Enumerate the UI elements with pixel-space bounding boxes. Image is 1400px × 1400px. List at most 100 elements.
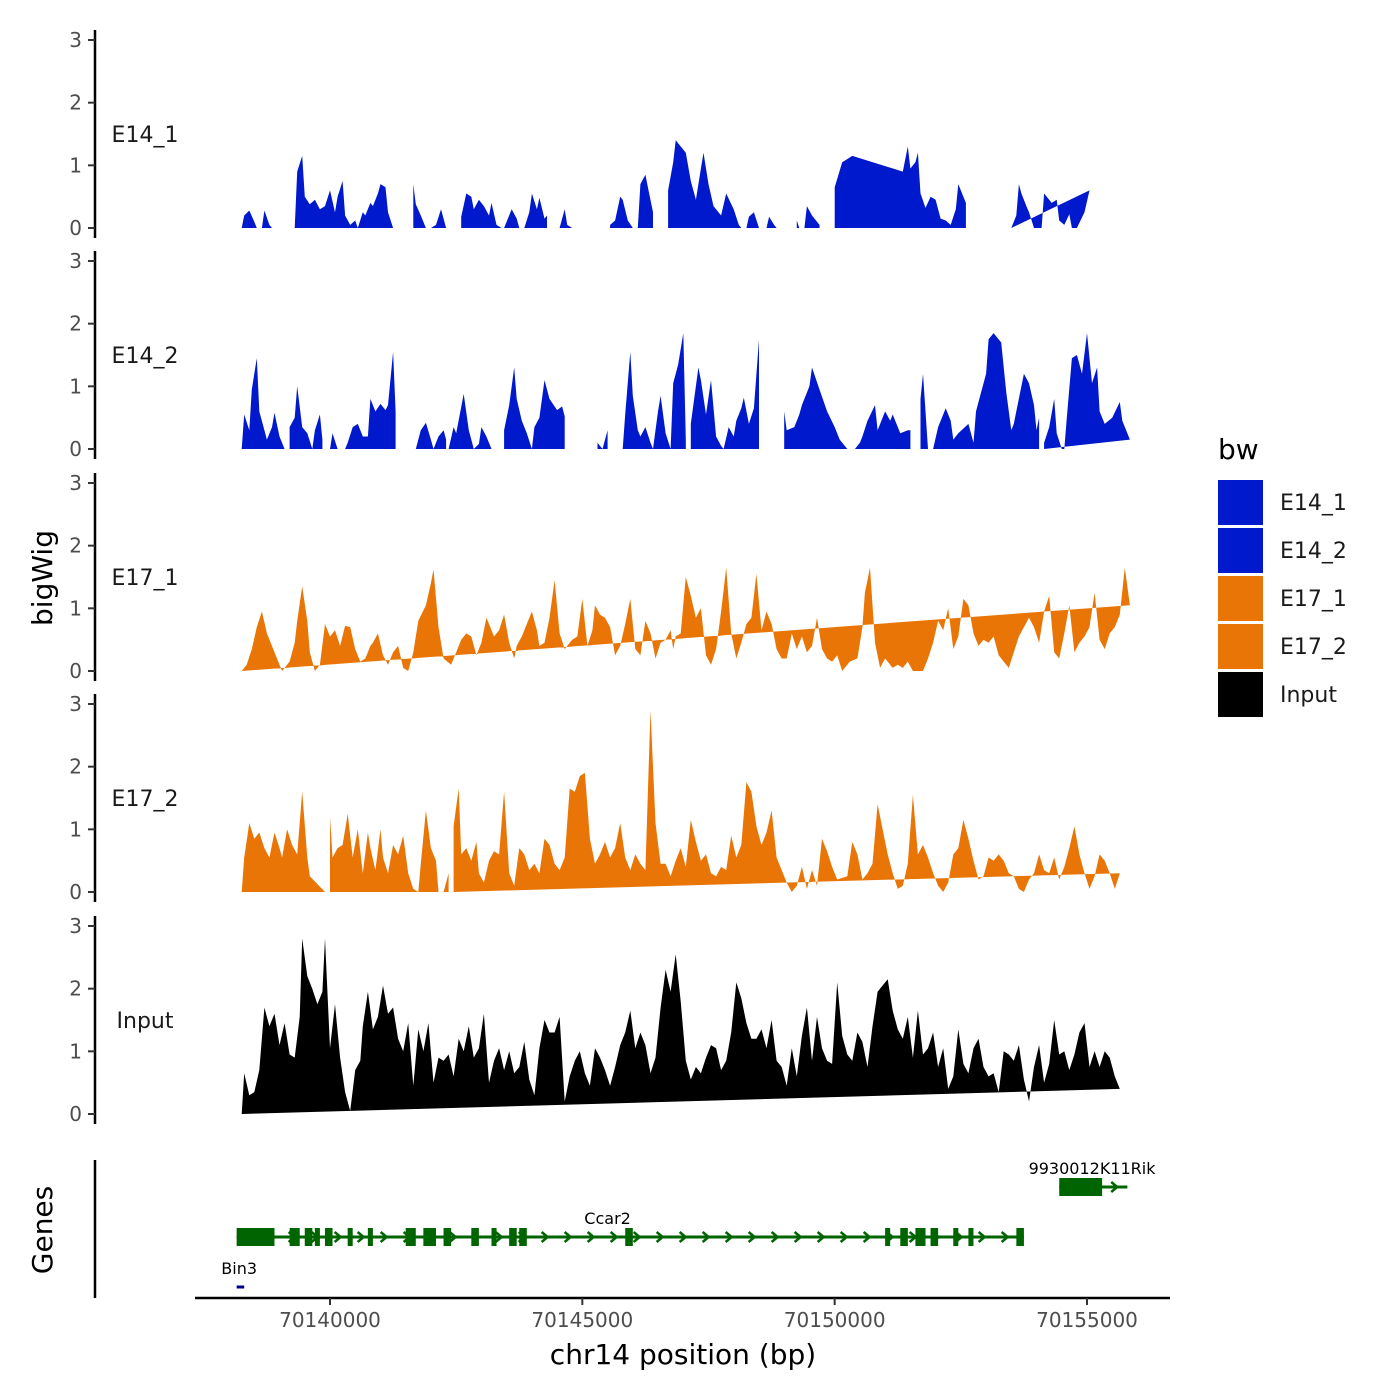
y-tick-label: 0 xyxy=(69,1102,82,1126)
strand-arrow xyxy=(1000,1231,1010,1243)
gene-exon xyxy=(915,1228,926,1246)
signal-area xyxy=(448,393,492,449)
gene-exon xyxy=(347,1228,353,1246)
x-tick-label: 70150000 xyxy=(784,1308,886,1332)
legend-title: bw xyxy=(1218,433,1259,466)
y-tick-label: 2 xyxy=(69,91,82,115)
strand-arrow xyxy=(563,1231,573,1243)
gene-exon xyxy=(471,1228,479,1246)
gene-exon xyxy=(625,1228,633,1246)
y-tick-label: 3 xyxy=(69,249,82,273)
track-E14_2: 0 1 2 3 E14_2 xyxy=(69,249,1130,461)
signal-area xyxy=(834,146,966,228)
legend-swatch xyxy=(1218,528,1263,573)
signal-area xyxy=(289,386,323,449)
genes-layer: Bin3 Ccar2 9930012K11Rik xyxy=(93,1159,1157,1298)
gene-exon xyxy=(509,1228,517,1246)
gene-exon xyxy=(885,1228,891,1246)
signal-area xyxy=(617,333,686,449)
gene-exon xyxy=(324,1228,333,1246)
signal-area xyxy=(241,791,325,892)
strand-arrow xyxy=(701,1231,711,1243)
y-tick-label: 2 xyxy=(69,977,82,1001)
x-tick-label: 70155000 xyxy=(1036,1308,1138,1332)
strand-arrow xyxy=(839,1231,849,1243)
y-tick-label: 0 xyxy=(69,216,82,240)
x-tick-label: 70145000 xyxy=(531,1308,633,1332)
strand-arrow xyxy=(379,1231,389,1243)
gene-exon xyxy=(304,1228,313,1246)
legend-label: Input xyxy=(1280,683,1337,708)
gene-exon xyxy=(491,1228,497,1246)
signal-area xyxy=(241,210,272,228)
signal-area xyxy=(784,367,911,449)
y-tick-label: 0 xyxy=(69,880,82,904)
signal-area xyxy=(796,206,820,228)
strand-arrow xyxy=(793,1231,803,1243)
signal-area xyxy=(241,567,1130,671)
strand-arrow xyxy=(655,1231,665,1243)
y-tick-label: 3 xyxy=(69,471,82,495)
gene-label: 9930012K11Rik xyxy=(1029,1159,1157,1178)
signal-area xyxy=(504,367,565,449)
strand-arrow xyxy=(862,1231,872,1243)
signal-area xyxy=(1044,333,1130,449)
y-tick-label: 1 xyxy=(69,596,82,620)
signal-area xyxy=(415,422,447,449)
strand-arrow xyxy=(448,1231,458,1243)
signal-area xyxy=(330,433,338,449)
signal-area xyxy=(690,339,759,449)
track-Input: 0 1 2 3 Input xyxy=(69,914,1120,1126)
track-label: E14_1 xyxy=(112,123,179,148)
gene-exon xyxy=(930,1228,939,1246)
y-tick-label: 2 xyxy=(69,755,82,779)
gene-9930012K11Rik: 9930012K11Rik xyxy=(1029,1159,1157,1196)
gene-exon xyxy=(236,1228,275,1246)
y-tick-label: 3 xyxy=(69,28,82,52)
legend: E14_1 E14_2 E17_1 E17_2 Input xyxy=(1218,480,1347,717)
tracks-layer: 0 1 2 3 E14_1 0 1 2 3 E14_2 0 1 2 3 E17_1 0 1 2 3 E17_2 0 1 2 3… xyxy=(69,28,1130,1126)
legend-swatch xyxy=(1218,480,1263,525)
signal-area xyxy=(554,209,583,228)
track-label: E14_2 xyxy=(112,344,179,369)
gene-exon xyxy=(314,1228,320,1246)
signal-area xyxy=(330,810,449,892)
signal-area xyxy=(413,184,452,228)
track-label: Input xyxy=(117,1009,174,1034)
signal-area xyxy=(294,155,394,228)
gene-Bin3: Bin3 xyxy=(221,1259,257,1289)
legend-swatch xyxy=(1218,576,1263,621)
strand-arrow xyxy=(1110,1181,1120,1193)
strand-arrow xyxy=(494,1231,504,1243)
signal-area xyxy=(461,193,547,228)
x-axis-title: chr14 position (bp) xyxy=(550,1338,816,1371)
legend-label: E14_1 xyxy=(1280,491,1347,516)
gene-exon xyxy=(289,1228,300,1246)
strand-arrow xyxy=(609,1231,619,1243)
y-tick-label: 1 xyxy=(69,153,82,177)
gene-label: Bin3 xyxy=(221,1259,257,1278)
strand-arrow xyxy=(333,1231,343,1243)
legend-label: E17_2 xyxy=(1280,635,1347,660)
y-tick-label: 1 xyxy=(69,1039,82,1063)
strand-arrow xyxy=(816,1231,826,1243)
y-tick-label: 2 xyxy=(69,534,82,558)
track-label: E17_1 xyxy=(112,566,179,591)
strand-arrow xyxy=(632,1231,642,1243)
y-axis-title: bigWig xyxy=(26,530,59,626)
strand-arrow xyxy=(747,1231,757,1243)
x-axis: 70140000 70145000 70150000 70155000 xyxy=(195,1296,1170,1332)
gene-exon xyxy=(1059,1178,1103,1196)
y-tick-label: 3 xyxy=(69,914,82,938)
gene-label: Ccar2 xyxy=(584,1209,631,1228)
strand-arrow xyxy=(356,1231,366,1243)
gene-exon xyxy=(968,1228,974,1246)
track-label: E17_2 xyxy=(112,787,179,812)
gene-exon xyxy=(367,1228,373,1246)
signal-area xyxy=(241,938,1120,1114)
genes-axis-title: Genes xyxy=(26,1186,59,1274)
strand-arrow xyxy=(540,1231,550,1243)
y-tick-label: 3 xyxy=(69,692,82,716)
legend-swatch xyxy=(1218,672,1263,717)
